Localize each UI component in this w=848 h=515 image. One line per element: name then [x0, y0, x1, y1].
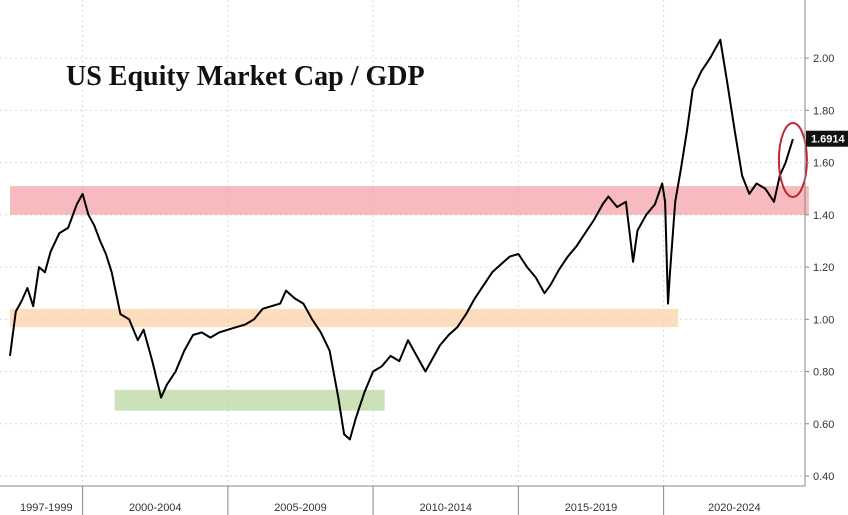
y-tick-label: 1.20 [813, 262, 834, 274]
y-tick-label: 1.40 [813, 210, 834, 222]
y-tick-label: 2.00 [813, 53, 834, 65]
highlight-band [10, 186, 809, 215]
x-tick-label: 1997-1999 [20, 502, 73, 514]
last-value-label: 1.6914 [811, 134, 846, 146]
last-value-group: 1.6914 [806, 130, 848, 147]
highlight-band [114, 389, 385, 411]
x-tick-label: 2000-2004 [129, 502, 182, 514]
x-tick-label: 2010-2014 [419, 502, 472, 514]
x-tick-label: 2015-2019 [565, 502, 618, 514]
annotation-group [777, 121, 808, 198]
chart-title: US Equity Market Cap / GDP [66, 61, 425, 92]
x-tick-label: 2020-2024 [708, 502, 761, 514]
x-axis-ticks: 1997-1999 2000-2004 2005-2009 2010-2014 2015… [20, 486, 761, 515]
series-line [9, 38, 794, 441]
series-line-group [9, 38, 794, 441]
highlight-band [10, 308, 679, 328]
y-tick-label: 1.60 [813, 158, 834, 170]
y-tick-label: 0.80 [813, 367, 834, 379]
highlight-ellipse [777, 121, 808, 198]
y-tick-label: 1.80 [813, 105, 834, 117]
y-tick-label: 0.40 [813, 471, 834, 483]
y-tick-label: 0.60 [813, 419, 834, 431]
y-tick-label: 1.00 [813, 314, 834, 326]
x-tick-label: 2005-2009 [274, 502, 327, 514]
y-axis-ticks: 0.40 0.60 0.80 1.00 1.20 1.40 1.60 1.80 2.00 [805, 53, 834, 483]
last-value-tag [806, 130, 848, 147]
